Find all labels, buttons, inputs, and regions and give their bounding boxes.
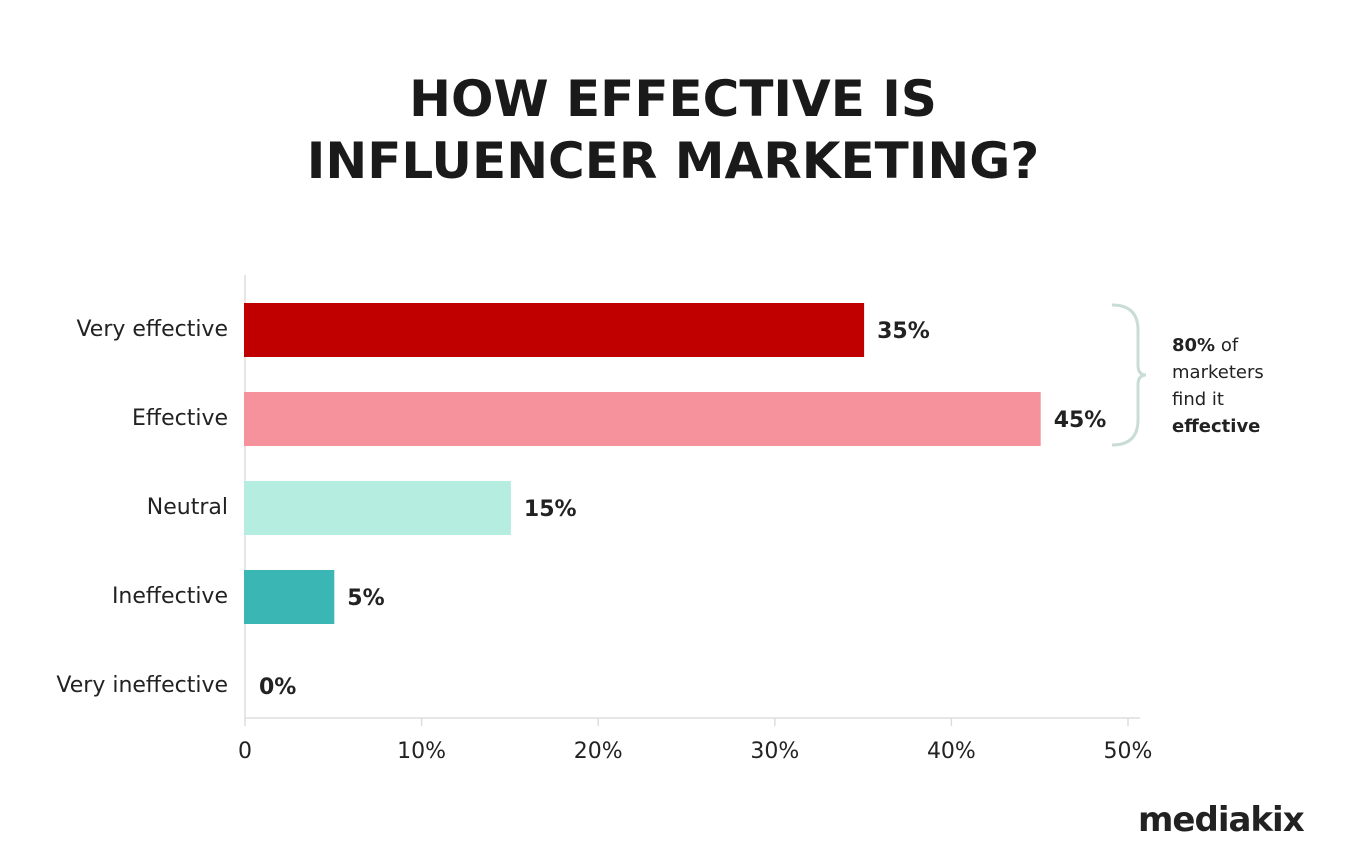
bracket <box>1111 303 1147 447</box>
value-label: 0% <box>259 675 296 700</box>
x-tick-label: 40% <box>927 739 976 764</box>
value-label: 15% <box>524 497 577 522</box>
bar <box>244 392 1041 446</box>
y-tick-label: Ineffective <box>112 584 228 609</box>
annotation-text: of marketers find it <box>1172 335 1264 410</box>
y-tick-label: Very ineffective <box>56 673 228 698</box>
chart-title: HOW EFFECTIVE IS INFLUENCER MARKETING? <box>306 70 1040 190</box>
bar <box>244 570 335 624</box>
value-label: 45% <box>1054 408 1107 433</box>
bar <box>244 303 865 357</box>
value-label: 5% <box>347 586 384 611</box>
x-tick-label: 0 <box>238 739 252 764</box>
y-tick-label: Very effective <box>76 317 228 342</box>
logo: mediakix <box>1138 800 1305 840</box>
annotation: 80% of marketers find it effective <box>1172 332 1282 440</box>
x-tick-label: 10% <box>397 739 446 764</box>
x-tick-label: 30% <box>750 739 799 764</box>
x-tick-label: 20% <box>574 739 623 764</box>
value-label: 35% <box>877 319 930 344</box>
y-tick-label: Neutral <box>147 495 228 520</box>
annotation-text: 80% <box>1172 335 1216 356</box>
x-tick-label: 50% <box>1104 739 1153 764</box>
y-tick-label: Effective <box>132 406 228 431</box>
annotation-text: effective <box>1172 416 1261 437</box>
bar <box>244 481 511 535</box>
